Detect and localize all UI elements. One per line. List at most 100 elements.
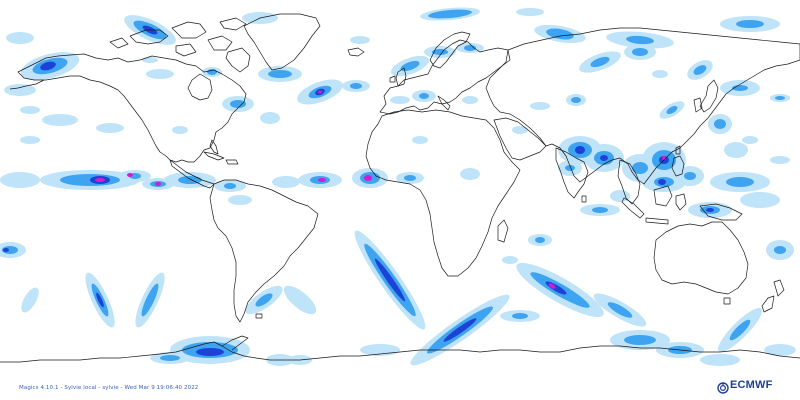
precip-contour [412,136,428,144]
precip-contour [155,182,161,186]
precip-contour [742,136,758,144]
coastline-korea [693,97,703,113]
precip-contour [548,283,556,289]
coastline-layer [0,13,800,363]
coastline-british-isles [389,67,407,87]
precip-contour [268,70,292,78]
precip-contour [575,146,585,154]
precip-contour [724,142,748,158]
precip-contour [230,100,246,108]
precip-contour [3,248,9,252]
precip-contour [350,36,370,44]
coastline-falklands [255,313,263,319]
precip-contour [443,318,477,342]
precip-contour [318,178,326,182]
precip-contour [662,156,666,160]
coastline-antarctica [0,341,800,363]
coastline-arabia [493,117,547,161]
coastline-hudson-bay [187,73,213,101]
coastline-hispaniola [225,159,239,165]
precip-contour [178,176,202,184]
precip-contour [764,344,796,356]
coastline-italy [437,95,451,111]
precip-contour [42,114,78,126]
coastline-antarctic-peninsula [221,335,249,351]
precip-contour [740,192,780,208]
precip-contour [624,335,656,345]
precip-contour [95,178,105,182]
precip-contour [224,183,236,189]
coastline-borneo [653,185,673,207]
precip-contour [516,8,544,16]
precip-contour [512,126,528,134]
precip-contour [404,175,416,181]
precip-contour [364,175,372,181]
precip-contour [546,28,574,40]
coastline-baffin-island [225,47,251,73]
precip-contour [432,49,448,55]
precip-contour [726,177,754,187]
coastline-java [645,217,669,225]
precip-contour [21,287,39,313]
coastline-central-america [169,159,215,189]
coastline-alaska-peninsula [9,79,45,90]
coastline-india [555,147,589,199]
precip-contour [127,173,133,177]
coastline-new-zealand [761,279,785,313]
precip-contour [632,48,648,56]
coastline-iceland [347,47,365,57]
precip-contour [607,302,633,318]
precip-contour [632,162,648,174]
coastline-sulawesi [675,193,687,211]
precip-contour [571,97,581,103]
precip-contour [462,96,478,104]
precip-contour [592,207,608,213]
precip-contour [684,172,696,180]
precip-contour [658,179,666,185]
credit-text: Magics 4.10.1 - Sylvie local - sylvie - … [19,385,199,391]
coastline-taiwan [675,145,681,155]
precip-contour [736,20,764,28]
precip-contour [142,57,158,63]
coastline-arctic-islands [109,17,247,57]
coastline-madagascar [497,219,509,243]
coastline-cuba [203,151,225,161]
precip-contour [600,155,608,161]
precip-contour [160,355,180,361]
precip-contour [260,112,280,124]
precip-contour [774,246,786,254]
precip-contour [96,123,124,133]
precip-contour [228,195,252,205]
precip-contour [390,96,410,104]
coastline-new-guinea [699,203,743,221]
precip-contour [374,258,406,302]
precip-contour [502,256,518,264]
coastline-australia [653,221,749,295]
precip-contour [419,93,429,99]
precip-contour [666,106,678,114]
coastline-asia [485,27,800,185]
precip-contour [141,283,159,317]
precip-contour [428,9,472,19]
coastline-sumatra [621,197,645,219]
precip-contour [535,237,545,243]
precip-contour [20,106,40,114]
ecmwf-logo: ECMWF [717,378,773,394]
precip-contour [400,60,420,72]
precip-contour [565,165,575,171]
precip-contour [729,319,751,341]
precip-contour [626,35,654,45]
precip-contour [196,348,224,356]
coastline-greenland [243,13,321,71]
precip-contour [283,285,317,315]
coastline-south-america [209,179,319,323]
precip-contour [464,45,476,51]
coastline-indochina [617,159,641,205]
ecmwf-swirl-icon [717,379,729,394]
coastline-africa [365,109,521,277]
precip-contour [700,354,740,366]
precip-contour [530,102,550,110]
precip-contour [6,32,34,44]
